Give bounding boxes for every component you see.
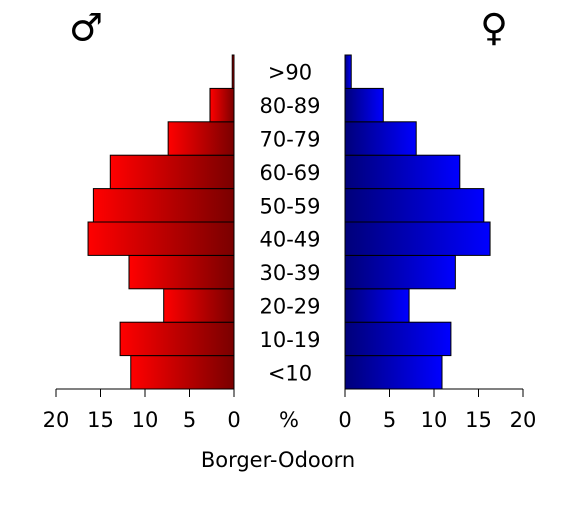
x-tick-label: 0: [338, 408, 351, 432]
x-tick-label: 15: [87, 408, 114, 432]
male-bar: [87, 221, 235, 256]
female-bar: [344, 121, 417, 156]
male-symbol: ♂: [69, 6, 103, 50]
male-bar: [119, 321, 235, 357]
category-label: 40-49: [259, 228, 320, 252]
male-bar: [128, 254, 235, 290]
male-bar: [231, 54, 235, 89]
x-tick-label: 20: [43, 408, 70, 432]
category-label: >90: [268, 61, 312, 85]
female-bar: [344, 355, 443, 390]
x-tick-label: 0: [227, 408, 240, 432]
category-label: 80-89: [259, 94, 320, 118]
female-bar: [344, 188, 485, 223]
category-label: 60-69: [259, 161, 320, 185]
female-bar: [344, 54, 352, 89]
category-label: 30-39: [259, 261, 320, 285]
male-bar: [167, 121, 235, 156]
x-tick-label: 15: [465, 408, 492, 432]
chart-title: Borger-Odoorn: [201, 448, 355, 472]
male-bar: [109, 154, 235, 190]
female-bar: [344, 154, 461, 190]
x-tick-label: 5: [383, 408, 396, 432]
category-label: 70-79: [259, 128, 320, 152]
male-bar: [209, 87, 235, 123]
male-bar: [130, 355, 235, 390]
female-symbol: ♀: [480, 6, 508, 50]
male-bar: [163, 288, 235, 323]
female-bar: [344, 254, 456, 290]
category-label: 10-19: [259, 328, 320, 352]
x-axis-label: %: [279, 408, 299, 432]
category-label: 20-29: [259, 295, 320, 319]
x-tick-label: 10: [421, 408, 448, 432]
x-tick-label: 20: [510, 408, 537, 432]
category-label: 50-59: [259, 194, 320, 218]
female-bar: [344, 87, 384, 123]
category-label: <10: [268, 361, 312, 385]
female-bar: [344, 288, 410, 323]
female-bar: [344, 221, 491, 256]
male-bar: [92, 188, 235, 223]
female-bar: [344, 321, 452, 357]
x-tick-label: 5: [183, 408, 196, 432]
x-tick-label: 10: [132, 408, 159, 432]
